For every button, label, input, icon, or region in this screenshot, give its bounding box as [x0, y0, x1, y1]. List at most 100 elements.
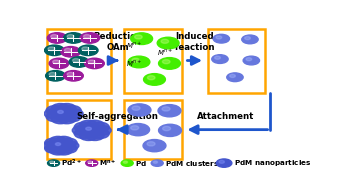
Circle shape [55, 143, 61, 146]
Circle shape [59, 141, 71, 148]
Circle shape [63, 112, 81, 122]
Circle shape [147, 142, 155, 146]
Circle shape [83, 35, 90, 38]
Circle shape [89, 128, 103, 135]
Circle shape [158, 58, 181, 69]
Circle shape [162, 107, 170, 111]
Circle shape [85, 129, 99, 137]
Circle shape [67, 72, 74, 76]
Circle shape [48, 47, 55, 51]
Circle shape [58, 110, 63, 113]
Circle shape [162, 60, 170, 64]
Circle shape [132, 58, 139, 62]
Circle shape [157, 37, 179, 49]
Circle shape [64, 33, 83, 43]
FancyBboxPatch shape [125, 100, 182, 160]
FancyBboxPatch shape [47, 29, 111, 93]
Circle shape [243, 56, 259, 65]
Circle shape [60, 138, 77, 147]
Circle shape [86, 120, 104, 130]
Text: Reduction
OAm: Reduction OAm [93, 32, 142, 52]
Circle shape [91, 122, 109, 132]
Circle shape [63, 105, 81, 115]
Circle shape [127, 124, 150, 136]
Circle shape [151, 160, 163, 166]
Circle shape [88, 60, 95, 64]
Circle shape [86, 127, 92, 130]
Circle shape [52, 109, 66, 116]
Circle shape [51, 141, 63, 148]
Circle shape [163, 126, 171, 131]
Circle shape [91, 129, 109, 139]
Circle shape [128, 104, 151, 116]
Circle shape [67, 35, 74, 38]
Circle shape [52, 112, 66, 119]
Circle shape [49, 72, 56, 76]
Circle shape [227, 73, 243, 82]
Circle shape [58, 114, 76, 124]
Circle shape [48, 160, 59, 166]
Circle shape [55, 136, 72, 145]
Text: Attachment: Attachment [197, 112, 255, 121]
Circle shape [55, 140, 67, 146]
Text: $\mathbf{M^{n+}}$: $\mathbf{M^{n+}}$ [99, 158, 117, 168]
Circle shape [61, 109, 75, 116]
Circle shape [73, 59, 80, 62]
Circle shape [153, 161, 157, 163]
Circle shape [246, 58, 252, 61]
Circle shape [85, 124, 99, 131]
Circle shape [50, 136, 67, 145]
Circle shape [144, 74, 165, 85]
Circle shape [51, 35, 58, 38]
FancyBboxPatch shape [47, 100, 111, 160]
Circle shape [131, 33, 152, 45]
Circle shape [93, 125, 111, 135]
Circle shape [46, 70, 65, 81]
Circle shape [147, 76, 155, 80]
Circle shape [46, 112, 64, 122]
Circle shape [212, 55, 228, 64]
Circle shape [45, 144, 62, 153]
Circle shape [121, 160, 133, 166]
Circle shape [86, 131, 104, 140]
Circle shape [55, 146, 72, 155]
Circle shape [82, 47, 89, 51]
Circle shape [51, 114, 70, 124]
Circle shape [45, 138, 62, 147]
Text: Induced
reaction: Induced reaction [175, 32, 215, 52]
Text: $\mathbf{Pd}$: $\mathbf{Pd}$ [135, 159, 147, 168]
Circle shape [81, 128, 94, 135]
Circle shape [84, 58, 104, 69]
Circle shape [216, 159, 232, 167]
Circle shape [242, 35, 258, 44]
Circle shape [64, 48, 71, 52]
Circle shape [230, 74, 235, 77]
Circle shape [52, 60, 59, 64]
Circle shape [61, 112, 75, 119]
Circle shape [65, 109, 83, 119]
Circle shape [55, 143, 67, 149]
Circle shape [89, 125, 103, 132]
Circle shape [61, 46, 81, 57]
Circle shape [58, 110, 70, 117]
Text: $\mathbf{Pd^{2+}}$: $\mathbf{Pd^{2+}}$ [61, 157, 82, 169]
Circle shape [219, 160, 225, 163]
Circle shape [49, 58, 69, 69]
Circle shape [62, 141, 79, 150]
Circle shape [134, 35, 142, 39]
Circle shape [143, 139, 166, 152]
Circle shape [58, 104, 76, 113]
FancyBboxPatch shape [208, 29, 265, 93]
Circle shape [81, 125, 94, 132]
Circle shape [80, 131, 98, 140]
Circle shape [57, 107, 70, 115]
Circle shape [51, 104, 70, 113]
Circle shape [72, 125, 90, 135]
Text: $M^{n+}$: $M^{n+}$ [126, 59, 143, 69]
Circle shape [55, 145, 67, 151]
Circle shape [60, 144, 77, 153]
Circle shape [86, 160, 98, 166]
Circle shape [128, 56, 150, 68]
Circle shape [158, 105, 181, 117]
Circle shape [88, 161, 92, 163]
